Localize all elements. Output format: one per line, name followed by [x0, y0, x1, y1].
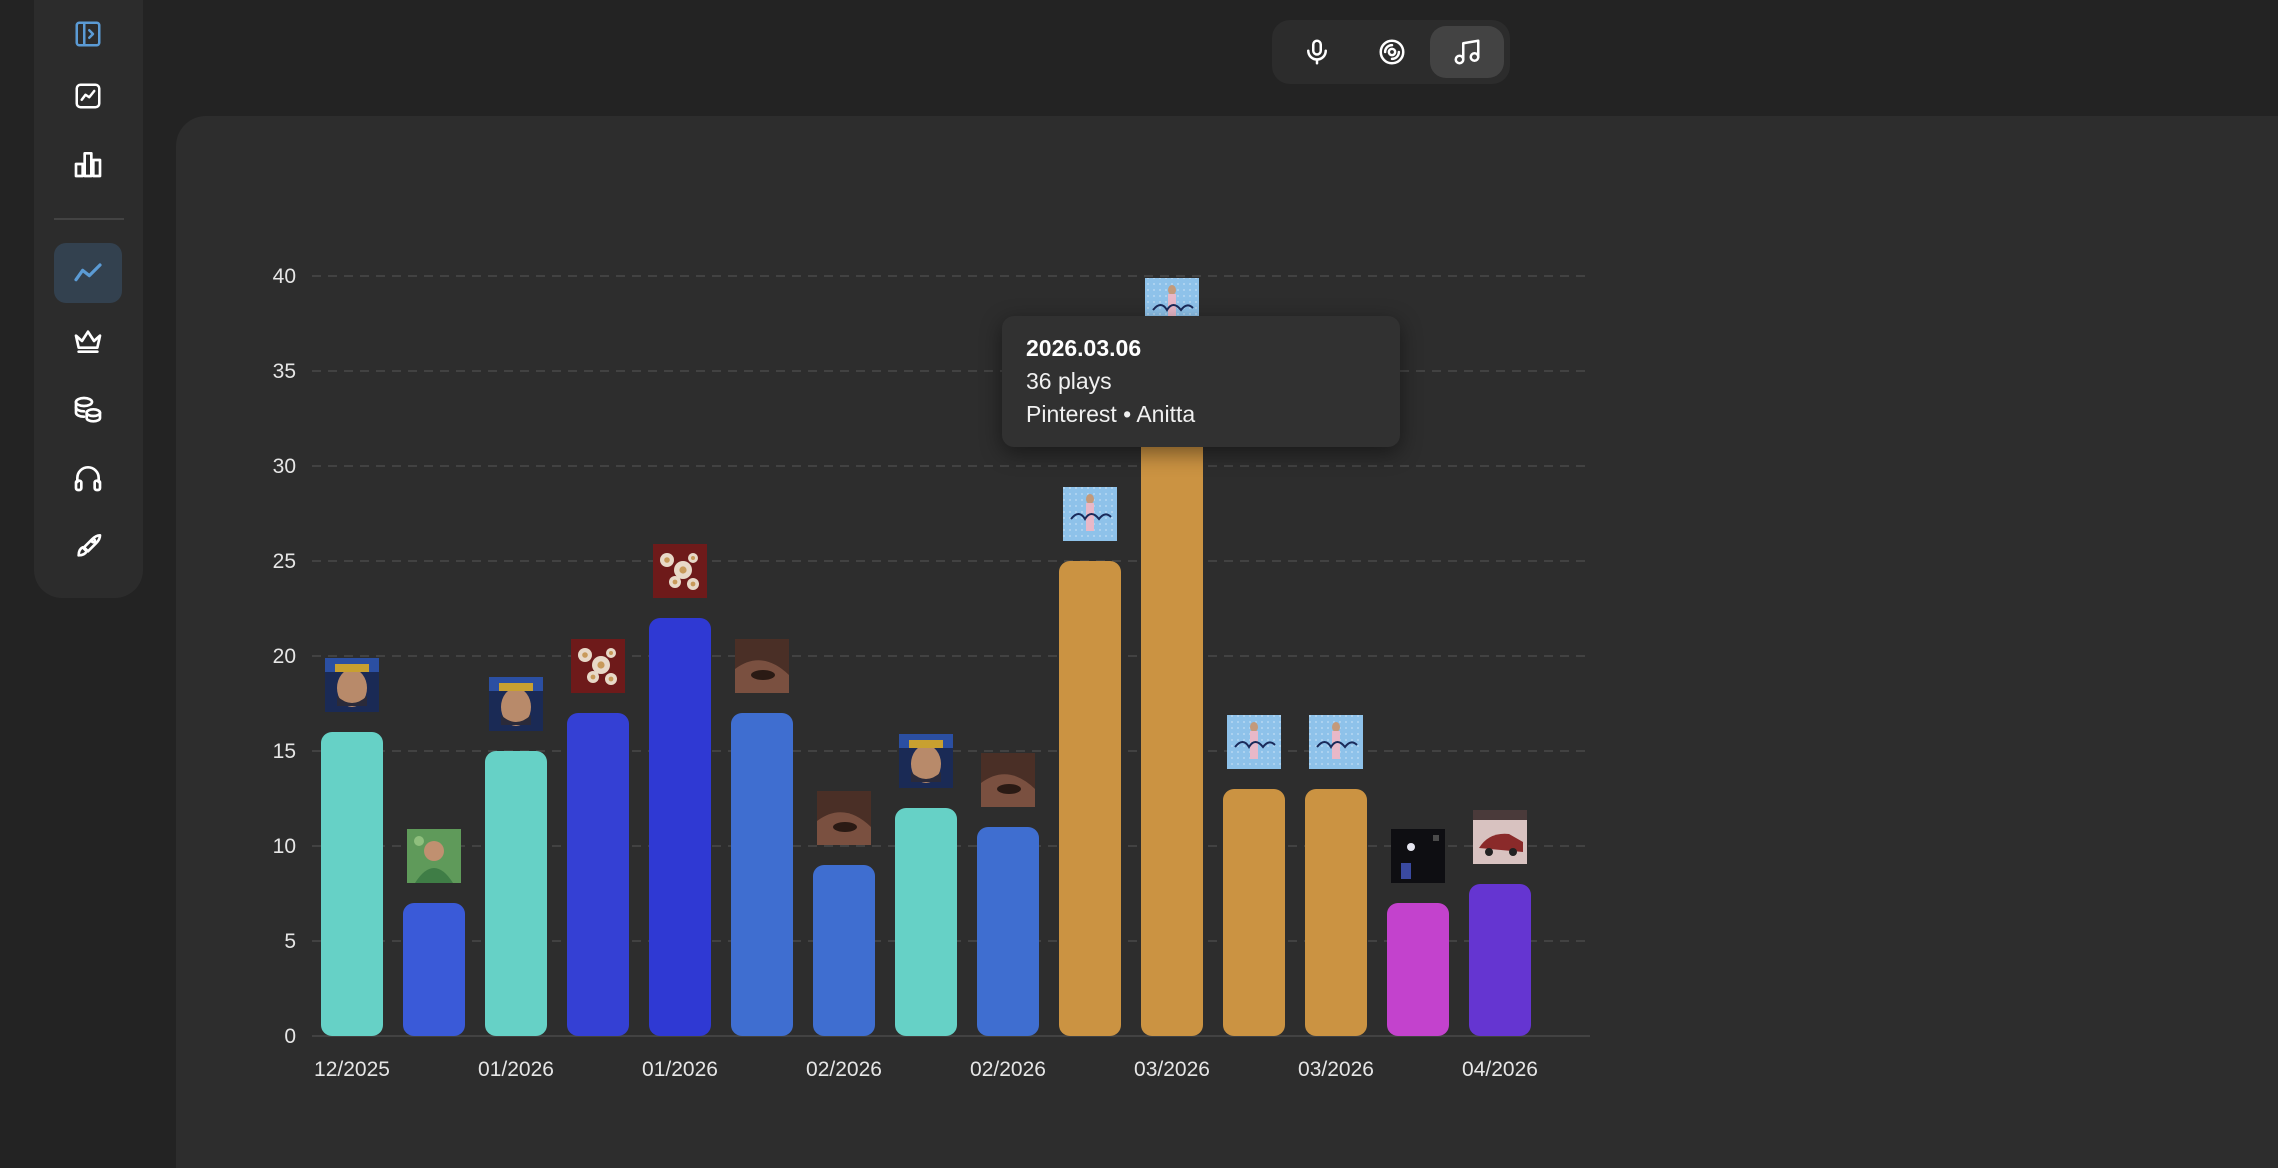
chart-tooltip: 2026.03.06 36 plays Pinterest • Anitta: [1002, 316, 1400, 447]
y-tick-label: 10: [273, 835, 296, 858]
x-tick-label: 03/2026: [1298, 1058, 1374, 1081]
sidebar-item-stats[interactable]: [54, 380, 122, 440]
bar[interactable]: [1141, 352, 1203, 1036]
bar[interactable]: [1059, 561, 1121, 1036]
x-tick-label: 04/2026: [1462, 1058, 1538, 1081]
cover-pinterest: [1309, 715, 1363, 769]
cover-portrait: [899, 734, 953, 788]
sidebar: [34, 0, 143, 598]
cover-portrait: [325, 658, 379, 712]
y-tick-label: 30: [273, 455, 296, 478]
x-tick-label: 03/2026: [1134, 1058, 1210, 1081]
sidebar-item-top[interactable]: [54, 311, 122, 371]
bar[interactable]: [1305, 789, 1367, 1036]
cover-pinterest: [1063, 487, 1117, 541]
sidebar-item-charts[interactable]: [54, 134, 122, 194]
sidebar-item-listening[interactable]: [54, 448, 122, 508]
bar[interactable]: [1223, 789, 1285, 1036]
cover-night: [1391, 829, 1445, 883]
x-tick-label: 02/2026: [806, 1058, 882, 1081]
cover-brown: [981, 753, 1035, 807]
tooltip-date: 2026.03.06: [1026, 335, 1142, 361]
y-tick-label: 35: [273, 360, 296, 383]
line-chart-square-icon: [75, 83, 101, 109]
bar[interactable]: [731, 713, 793, 1036]
cover-portrait: [489, 677, 543, 731]
bar[interactable]: [321, 732, 383, 1036]
cover-green: [407, 829, 461, 883]
bar[interactable]: [813, 865, 875, 1036]
tooltip-plays: 36 plays: [1026, 368, 1112, 394]
sidebar-item-overview[interactable]: [54, 66, 122, 126]
bar[interactable]: [649, 618, 711, 1036]
y-tick-label: 5: [284, 930, 296, 953]
x-tick-label: 01/2026: [478, 1058, 554, 1081]
x-tick-label: 12/2025: [314, 1058, 390, 1081]
cover-pinterest: [1227, 715, 1281, 769]
bar[interactable]: [485, 751, 547, 1036]
coins-icon: [74, 396, 102, 423]
view-switcher: [1272, 20, 1510, 84]
sidebar-toggle-button[interactable]: [54, 4, 122, 64]
trend-line-icon: [74, 263, 102, 282]
tracks-view-button[interactable]: [1430, 26, 1504, 78]
music-note-icon: [1454, 39, 1480, 65]
cover-brown: [735, 639, 789, 693]
bar[interactable]: [567, 713, 629, 1036]
microphone-icon: [1307, 39, 1327, 65]
artists-view-button[interactable]: [1280, 26, 1354, 78]
disc-icon: [1379, 39, 1405, 65]
y-tick-label: 0: [284, 1025, 296, 1048]
cover-flowers: [571, 639, 625, 693]
cover-car: [1473, 810, 1527, 864]
y-tick-label: 25: [273, 550, 296, 573]
bar[interactable]: [403, 903, 465, 1036]
bar[interactable]: [895, 808, 957, 1036]
x-tick-label: 02/2026: [970, 1058, 1046, 1081]
cover-brown: [817, 791, 871, 845]
bar-chart-icon: [74, 152, 102, 178]
headphones-icon: [74, 466, 102, 492]
crown-icon: [74, 330, 102, 353]
sidebar-item-launch[interactable]: [54, 516, 122, 576]
x-tick-label: 01/2026: [642, 1058, 718, 1081]
rocket-icon: [77, 534, 102, 557]
y-tick-label: 40: [273, 265, 296, 288]
bar[interactable]: [977, 827, 1039, 1036]
y-tick-label: 15: [273, 740, 296, 763]
sidebar-toggle-icon: [75, 21, 101, 47]
tooltip-track: Pinterest • Anitta: [1026, 401, 1196, 427]
sidebar-divider: [54, 218, 124, 220]
albums-view-button[interactable]: [1355, 26, 1429, 78]
sidebar-item-trends[interactable]: [54, 243, 122, 303]
bar[interactable]: [1387, 903, 1449, 1036]
cover-flowers: [653, 544, 707, 598]
y-tick-label: 20: [273, 645, 296, 668]
bar[interactable]: [1469, 884, 1531, 1036]
